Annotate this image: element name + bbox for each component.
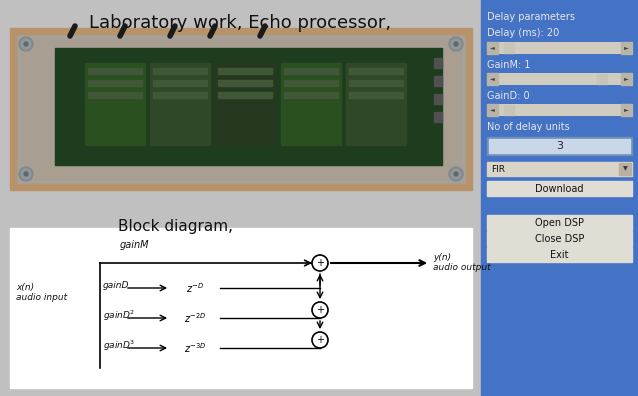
Bar bbox=[487, 215, 632, 230]
Bar bbox=[284, 80, 338, 86]
Circle shape bbox=[451, 169, 461, 179]
Bar bbox=[434, 76, 442, 86]
Text: Download: Download bbox=[535, 183, 584, 194]
Text: ◄: ◄ bbox=[490, 46, 495, 51]
Text: gainD$^3$: gainD$^3$ bbox=[103, 339, 135, 353]
Text: FIR: FIR bbox=[491, 164, 505, 173]
Circle shape bbox=[21, 39, 31, 49]
Bar bbox=[487, 181, 632, 196]
Text: $z^{-D}$: $z^{-D}$ bbox=[186, 281, 204, 295]
Text: GainD: 0: GainD: 0 bbox=[487, 91, 530, 101]
Circle shape bbox=[312, 332, 328, 348]
Bar bbox=[487, 137, 632, 155]
Text: +: + bbox=[316, 305, 324, 315]
Bar bbox=[281, 63, 341, 145]
Bar bbox=[153, 92, 207, 98]
Text: 3: 3 bbox=[556, 141, 563, 151]
Bar bbox=[88, 68, 142, 74]
Text: Close DSP: Close DSP bbox=[535, 234, 584, 244]
Bar bbox=[349, 92, 403, 98]
Text: x(n)
audio input: x(n) audio input bbox=[16, 283, 67, 303]
Bar bbox=[170, 278, 220, 298]
Circle shape bbox=[21, 169, 31, 179]
Bar bbox=[88, 92, 142, 98]
Bar bbox=[153, 80, 207, 86]
Text: ►: ► bbox=[624, 46, 629, 51]
Text: GainM: 1: GainM: 1 bbox=[487, 60, 531, 70]
Text: ◄: ◄ bbox=[490, 107, 495, 112]
Text: No of delay units: No of delay units bbox=[487, 122, 570, 132]
Text: Laboratory work, Echo processor,: Laboratory work, Echo processor, bbox=[89, 14, 391, 32]
Circle shape bbox=[451, 39, 461, 49]
Text: $z^{-3D}$: $z^{-3D}$ bbox=[184, 341, 206, 355]
Text: gainM: gainM bbox=[120, 240, 149, 250]
Circle shape bbox=[449, 37, 463, 51]
Bar bbox=[621, 104, 632, 116]
Bar bbox=[346, 63, 406, 145]
Bar bbox=[434, 112, 442, 122]
Bar bbox=[481, 0, 638, 396]
Bar bbox=[489, 139, 630, 153]
Text: gainD$^2$: gainD$^2$ bbox=[103, 309, 135, 323]
Text: gainD: gainD bbox=[103, 282, 130, 291]
Bar bbox=[487, 231, 632, 246]
Bar bbox=[88, 80, 142, 86]
Circle shape bbox=[449, 167, 463, 181]
Text: Block diagram,: Block diagram, bbox=[117, 219, 232, 234]
Text: $z^{-2D}$: $z^{-2D}$ bbox=[184, 311, 206, 325]
Bar bbox=[487, 247, 632, 262]
Circle shape bbox=[24, 42, 28, 46]
Circle shape bbox=[454, 172, 458, 176]
Text: Delay parameters: Delay parameters bbox=[487, 12, 575, 22]
Circle shape bbox=[454, 42, 458, 46]
Bar bbox=[503, 43, 514, 53]
Text: ▼: ▼ bbox=[623, 166, 627, 171]
Bar bbox=[170, 308, 220, 328]
Bar bbox=[215, 63, 275, 145]
Bar bbox=[487, 42, 632, 54]
Bar bbox=[218, 68, 272, 74]
Text: +: + bbox=[316, 335, 324, 345]
Bar bbox=[55, 48, 442, 165]
Bar bbox=[284, 68, 338, 74]
Bar bbox=[153, 68, 207, 74]
Bar bbox=[503, 105, 514, 115]
Circle shape bbox=[24, 172, 28, 176]
Circle shape bbox=[312, 302, 328, 318]
Bar bbox=[487, 162, 632, 176]
Bar bbox=[434, 58, 442, 68]
Circle shape bbox=[19, 167, 33, 181]
Bar bbox=[150, 63, 210, 145]
Text: Open DSP: Open DSP bbox=[535, 217, 584, 227]
Bar bbox=[349, 80, 403, 86]
Bar bbox=[10, 28, 472, 190]
Text: Exit: Exit bbox=[550, 249, 568, 259]
Bar bbox=[619, 163, 631, 175]
Circle shape bbox=[19, 37, 33, 51]
Text: ►: ► bbox=[624, 107, 629, 112]
Bar bbox=[284, 92, 338, 98]
Bar bbox=[597, 74, 607, 84]
Bar bbox=[85, 63, 145, 145]
Bar bbox=[10, 228, 472, 388]
Text: ►: ► bbox=[624, 76, 629, 82]
Text: Delay (ms): 20: Delay (ms): 20 bbox=[487, 28, 560, 38]
Bar bbox=[487, 73, 498, 85]
Bar bbox=[487, 104, 498, 116]
Bar bbox=[170, 338, 220, 358]
Text: y(n)
audio output: y(n) audio output bbox=[433, 253, 491, 272]
Bar bbox=[621, 42, 632, 54]
Text: ◄: ◄ bbox=[490, 76, 495, 82]
Bar bbox=[218, 92, 272, 98]
Bar bbox=[18, 36, 464, 182]
Bar bbox=[434, 94, 442, 104]
Bar bbox=[487, 42, 498, 54]
Bar bbox=[487, 104, 632, 116]
Bar bbox=[218, 80, 272, 86]
Bar bbox=[487, 73, 632, 85]
Text: +: + bbox=[316, 258, 324, 268]
Bar bbox=[349, 68, 403, 74]
Circle shape bbox=[312, 255, 328, 271]
Bar bbox=[621, 73, 632, 85]
